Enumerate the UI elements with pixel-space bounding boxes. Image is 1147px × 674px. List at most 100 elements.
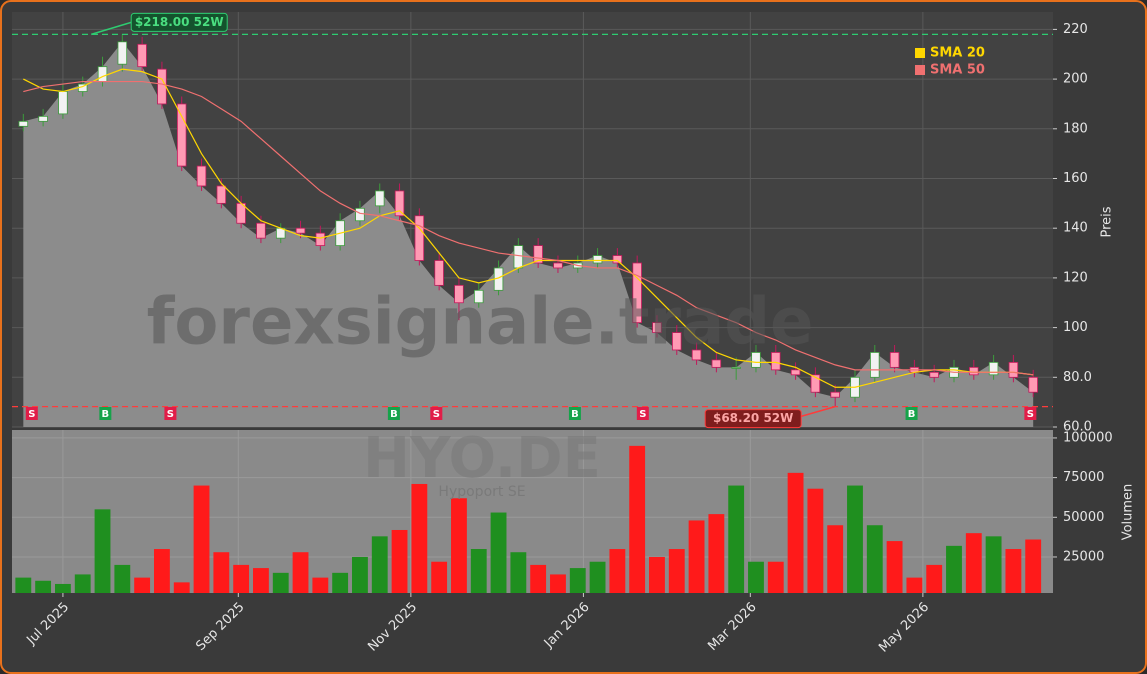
candle-body xyxy=(612,255,623,264)
volume-bar xyxy=(54,583,71,593)
price-area xyxy=(23,41,1034,427)
volume-bar xyxy=(352,556,368,593)
signal-label: B xyxy=(908,409,916,420)
legend-label: SMA 50 xyxy=(930,63,985,78)
watermark: forexsignale.trade xyxy=(147,286,814,360)
volume-bar xyxy=(1005,549,1022,593)
candle-body xyxy=(751,352,761,368)
volume-bar xyxy=(866,525,883,593)
annotation-box xyxy=(704,409,802,429)
sma-line xyxy=(23,68,1034,388)
candle-body xyxy=(157,68,167,105)
volume-bar xyxy=(114,564,131,593)
candle-body xyxy=(731,366,741,369)
y-axis-label: Preis xyxy=(1100,206,1115,237)
volume-bar xyxy=(550,574,566,593)
volume-tick-label: 75000 xyxy=(1063,470,1104,485)
volume-bar xyxy=(827,525,844,593)
signal-marker xyxy=(25,407,38,420)
y-tick-label: 200 xyxy=(1063,72,1088,87)
symbol-watermark: HYO.DE xyxy=(363,426,601,491)
signal-marker xyxy=(387,407,400,420)
candle-body xyxy=(533,245,543,264)
candle-body xyxy=(1008,361,1019,378)
candle-body xyxy=(295,227,306,234)
candle-body xyxy=(969,366,979,376)
candle-body xyxy=(454,284,464,304)
signal-label: B xyxy=(390,409,398,420)
volume-bar xyxy=(391,529,408,593)
volume-bar xyxy=(233,564,250,593)
candle-body xyxy=(771,352,781,371)
signal-label: S xyxy=(1027,409,1034,420)
candle-body xyxy=(355,207,365,222)
signal-label: S xyxy=(28,409,35,420)
signal-marker xyxy=(99,407,112,420)
volume-bar xyxy=(728,485,745,593)
y-tick-label: 220 xyxy=(1063,22,1088,37)
candle-body xyxy=(1028,376,1038,393)
candle-body xyxy=(988,361,999,376)
volume-bar xyxy=(510,552,527,593)
candle-body xyxy=(830,391,840,398)
candle-body xyxy=(790,369,801,376)
volume-bar xyxy=(569,568,586,593)
candle-body xyxy=(592,255,603,264)
volume-bar xyxy=(906,577,923,593)
candle-body xyxy=(672,332,682,351)
volume-bar xyxy=(371,536,388,593)
y-tick-label: 160 xyxy=(1063,171,1088,186)
volume-bar xyxy=(15,577,32,593)
annotation-arrow xyxy=(90,21,132,36)
volume-bar xyxy=(708,514,725,593)
volume-tick-label: 25000 xyxy=(1063,549,1104,564)
candle-body xyxy=(711,359,722,368)
signal-marker xyxy=(430,407,443,420)
annotation-label: $218.00 52W xyxy=(135,15,224,29)
volume-bar xyxy=(35,580,52,593)
volume-bar xyxy=(312,577,329,593)
signal-marker xyxy=(905,407,918,420)
volume-bar xyxy=(807,488,824,593)
y-tick-label: 140 xyxy=(1063,221,1088,236)
candle-body xyxy=(691,349,702,361)
volume-bar xyxy=(490,512,507,593)
candle-body xyxy=(196,165,207,187)
candle-body xyxy=(652,322,662,333)
volume-bar xyxy=(629,445,646,593)
candle-body xyxy=(18,120,29,127)
volume-bar xyxy=(649,556,665,593)
volume-bar xyxy=(787,472,804,593)
candle-body xyxy=(414,215,425,261)
signal-label: S xyxy=(167,409,174,420)
volume-bar xyxy=(470,549,487,593)
annotation-label: $68.20 52W xyxy=(713,411,793,425)
signal-label: S xyxy=(433,409,440,420)
volume-tick-label: 50000 xyxy=(1063,510,1104,525)
volume-bar xyxy=(213,552,230,593)
volume-bar xyxy=(668,549,685,593)
volume-bar xyxy=(609,549,626,593)
sma-line xyxy=(23,80,1034,376)
volume-axis-label: Volumen xyxy=(1121,484,1136,541)
volume-bar xyxy=(748,561,764,593)
candle-body xyxy=(889,352,900,368)
volume-tick-label: 100000 xyxy=(1063,430,1113,445)
candle-body xyxy=(434,260,444,286)
candle-body xyxy=(553,262,563,269)
legend-label: SMA 20 xyxy=(930,46,985,61)
company-watermark: Hypoport SE xyxy=(438,484,525,500)
candle-body xyxy=(870,352,880,378)
y-tick-label: 60.0 xyxy=(1063,420,1092,435)
signal-marker xyxy=(636,407,649,420)
signal-label: B xyxy=(102,409,110,420)
volume-bar xyxy=(886,541,903,593)
y-tick-label: 180 xyxy=(1063,121,1088,136)
candle-body xyxy=(513,245,524,269)
volume-bar xyxy=(431,561,448,593)
signal-label: B xyxy=(571,409,579,420)
volume-bar xyxy=(411,483,428,593)
candle-body xyxy=(256,222,266,239)
